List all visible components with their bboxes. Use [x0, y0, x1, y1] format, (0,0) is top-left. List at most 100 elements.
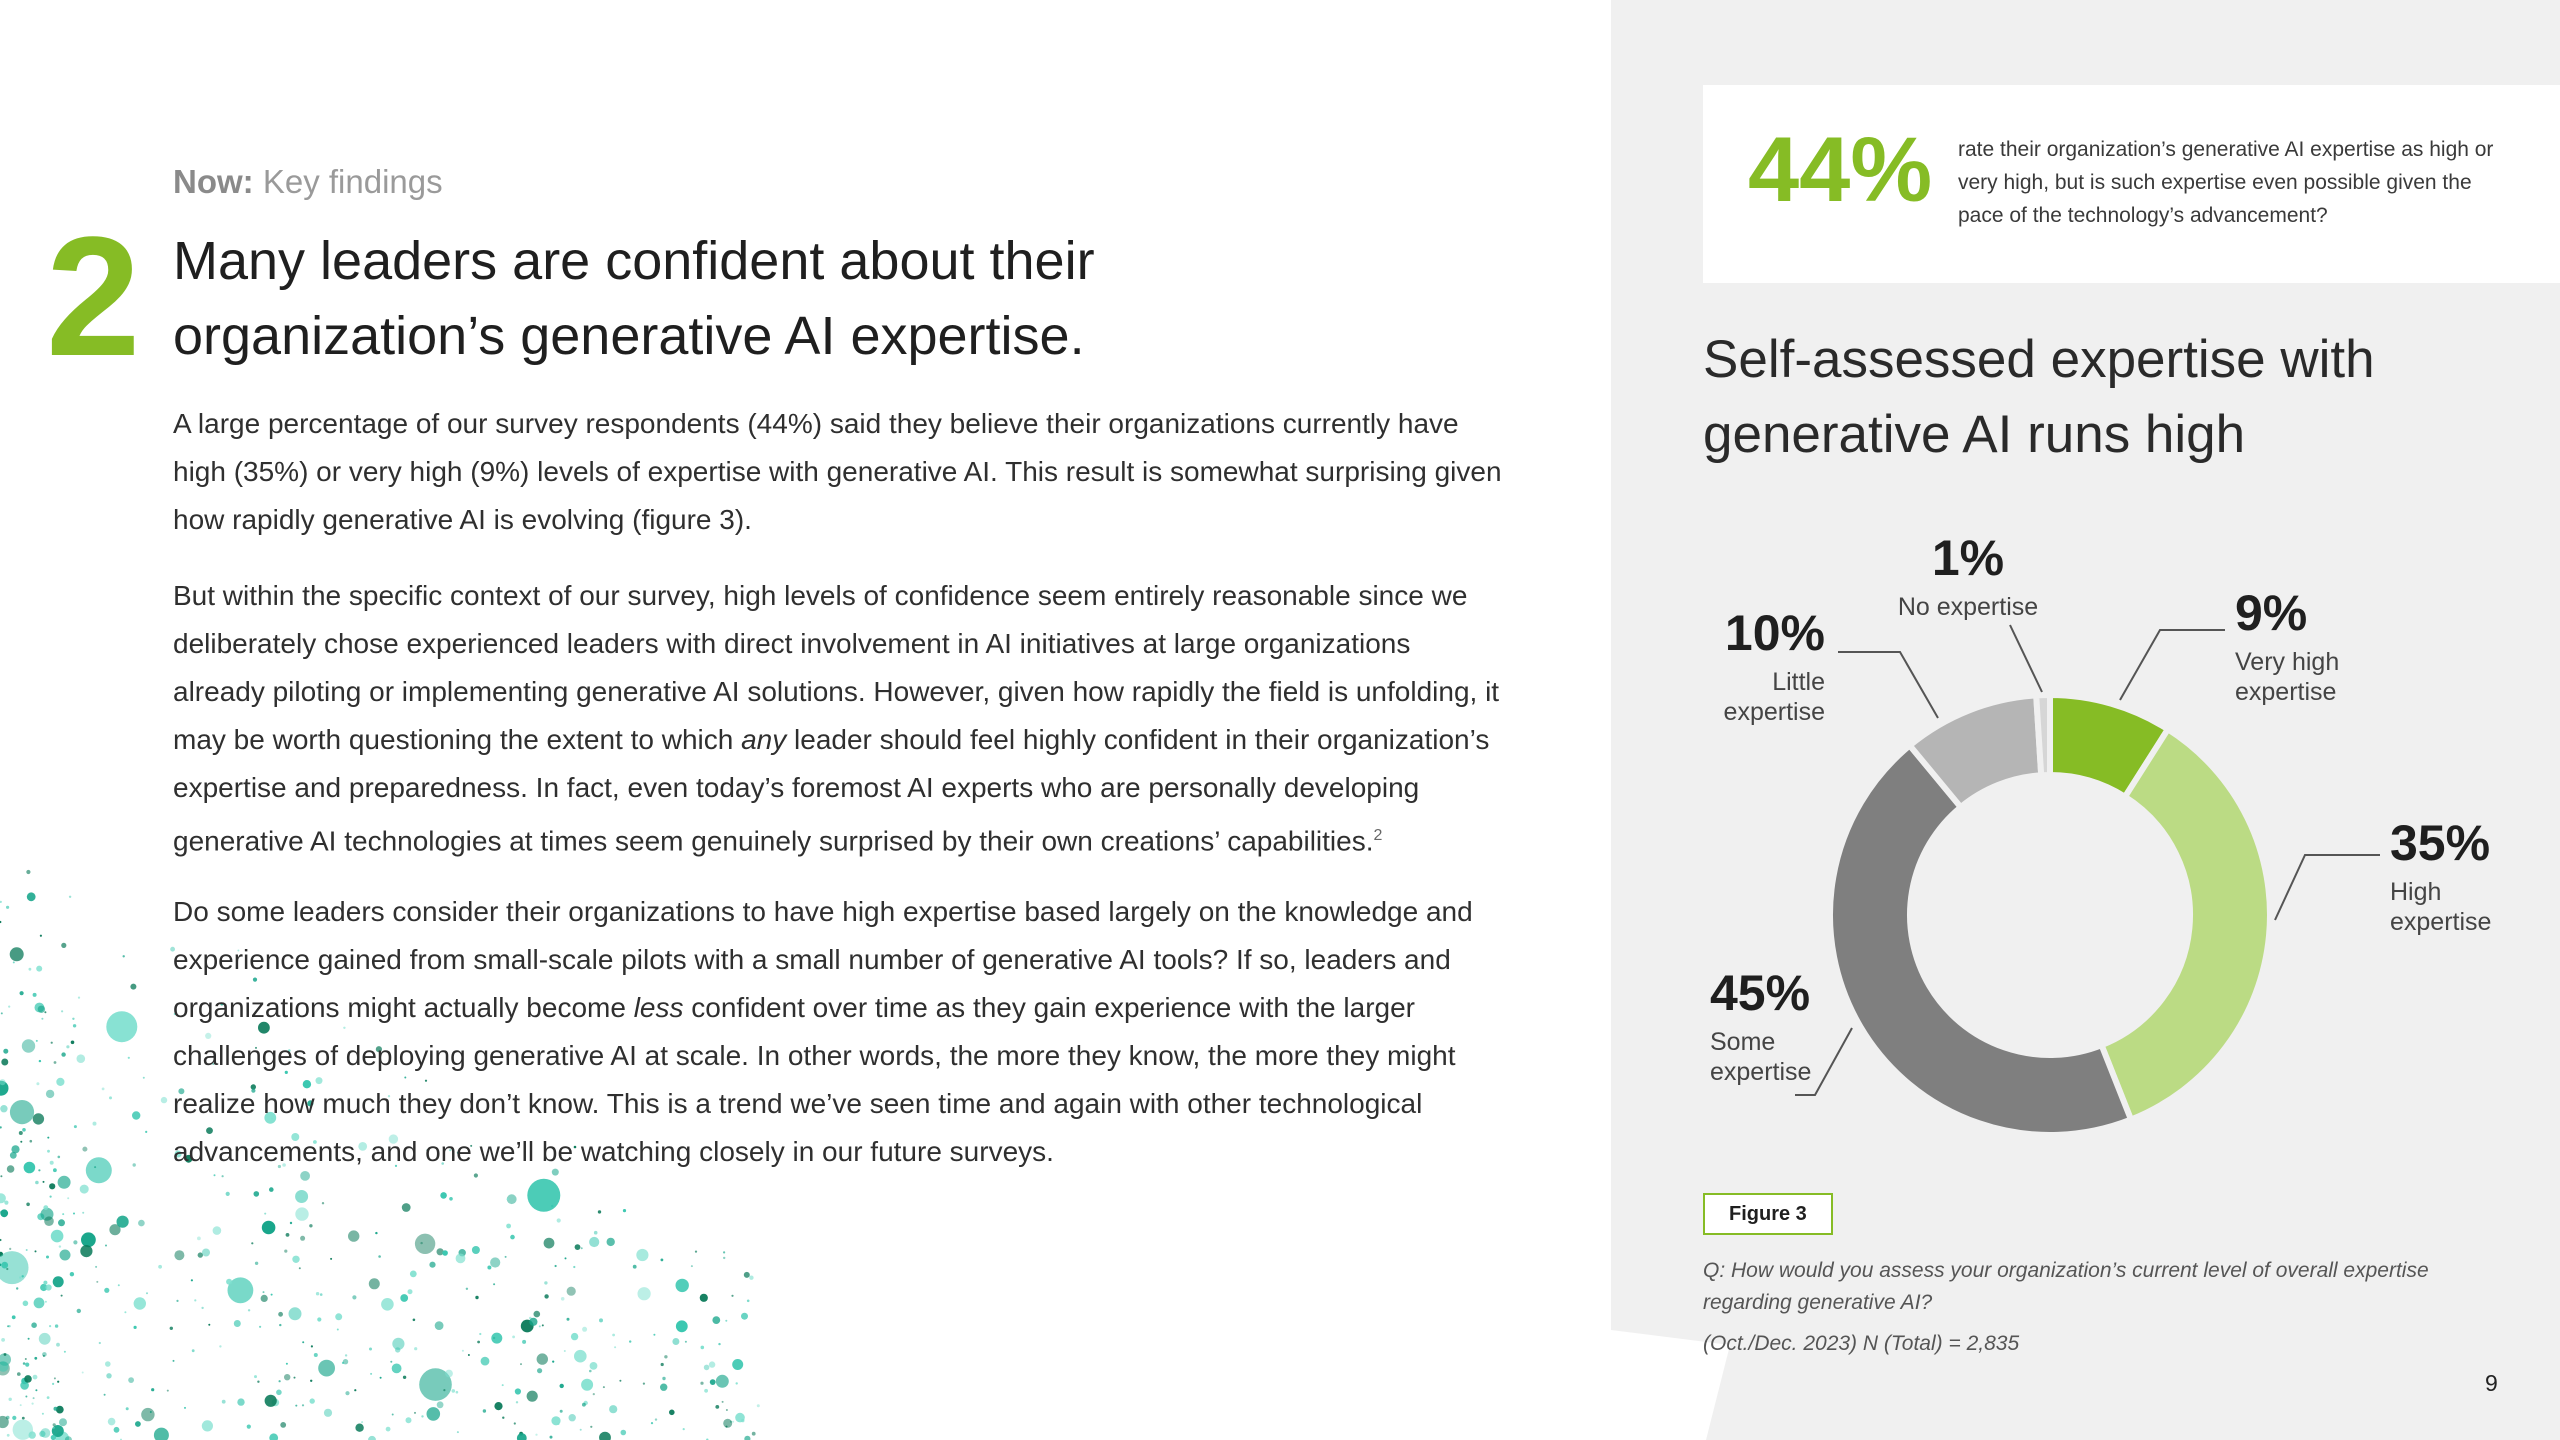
splash-dot	[284, 1374, 291, 1381]
splash-dot	[619, 1379, 622, 1382]
splash-dot	[11, 1145, 20, 1154]
splash-dot	[712, 1316, 721, 1324]
splash-dot	[520, 1363, 522, 1366]
category-label: expertise	[2390, 908, 2491, 936]
splash-dot	[94, 1166, 97, 1169]
splash-dot	[302, 1080, 312, 1089]
splash-dot	[354, 1389, 357, 1392]
splash-dot	[456, 1151, 459, 1154]
splash-dot	[251, 1088, 256, 1093]
splash-dot	[653, 1333, 656, 1336]
splash-dot	[315, 1077, 323, 1085]
splash-dot	[506, 1198, 509, 1201]
splash-dot	[0, 900, 2, 903]
splash-dot	[270, 1117, 273, 1120]
splash-dot	[96, 1280, 99, 1283]
splash-dot	[352, 1295, 357, 1300]
splash-dot	[516, 1433, 527, 1440]
body-paragraph-3: Do some leaders consider their organizat…	[173, 888, 1503, 1176]
splash-dot	[151, 1388, 155, 1392]
category-label: Very high	[2235, 648, 2339, 676]
splash-dot	[694, 1250, 698, 1253]
splash-dot	[0, 1415, 9, 1429]
splash-dot	[106, 1373, 112, 1379]
splash-dot	[526, 1390, 538, 1402]
paragraph-3-text: Do some leaders consider their organizat…	[173, 888, 1503, 1176]
splash-dot	[512, 1335, 515, 1339]
label-leader-line	[1795, 1027, 1853, 1096]
splash-dot	[642, 1382, 646, 1385]
value-label: 9%	[2235, 585, 2307, 641]
splash-dot	[606, 1237, 615, 1247]
splash-dot	[32, 1374, 38, 1380]
splash-dot	[708, 1361, 716, 1368]
splash-dot	[76, 1054, 86, 1063]
splash-dot	[622, 1209, 627, 1213]
splash-dot	[424, 1079, 428, 1082]
splash-dot	[504, 1255, 507, 1258]
splash-dot	[0, 1238, 2, 1242]
splash-dot	[201, 1306, 204, 1310]
body-paragraph-1: A large percentage of our survey respond…	[173, 400, 1503, 544]
splash-dot	[368, 1435, 376, 1440]
splash-dot	[650, 1422, 654, 1425]
splash-dot	[620, 1429, 627, 1436]
splash-dot	[482, 1409, 487, 1413]
category-label: expertise	[1724, 698, 1825, 726]
splash-dot	[513, 1422, 516, 1425]
page-headline: Many leaders are confident about their o…	[173, 231, 1095, 366]
splash-dot	[35, 1389, 38, 1392]
splash-dot	[138, 1219, 145, 1227]
footnote-ref[interactable]: 2	[1373, 827, 1383, 844]
splash-dot	[227, 1277, 254, 1304]
category-label: No expertise	[1898, 593, 2038, 621]
splash-dot	[471, 1246, 480, 1254]
splash-dot	[212, 1226, 222, 1235]
splash-dot	[370, 1372, 373, 1375]
splash-dot	[191, 1349, 195, 1353]
splash-dot	[746, 1299, 750, 1303]
splash-dot	[264, 1394, 277, 1407]
splash-dot	[323, 1408, 333, 1417]
splash-dot	[735, 1382, 738, 1385]
splash-dot	[414, 1233, 436, 1254]
splash-dot	[544, 1294, 549, 1299]
splash-dot	[599, 1318, 603, 1323]
splash-dot	[208, 1323, 211, 1326]
splash-dot	[451, 1389, 456, 1393]
splash-dot	[66, 1045, 70, 1049]
splash-dot	[289, 1221, 293, 1225]
splash-dot	[81, 1371, 84, 1374]
splash-dot	[0, 1251, 29, 1285]
splash-dot	[8, 1005, 11, 1008]
splash-dot	[355, 1423, 364, 1432]
splash-dot	[56, 1342, 60, 1347]
splash-dot	[599, 1431, 611, 1440]
splash-dot	[128, 1377, 135, 1383]
splash-dot	[269, 1433, 279, 1440]
splash-dot	[258, 1021, 270, 1034]
splash-dot	[336, 1328, 339, 1331]
splash-dot	[31, 1322, 37, 1328]
splash-dot	[190, 1279, 193, 1282]
splash-dot	[456, 1431, 459, 1434]
splash-dot	[292, 1255, 300, 1263]
splash-dot	[0, 1079, 6, 1086]
splash-dot	[257, 1380, 260, 1383]
splash-dot	[11, 1315, 16, 1320]
splash-dot	[368, 1278, 380, 1290]
splash-dot	[45, 1089, 55, 1099]
category-label: Some	[1710, 1028, 1775, 1056]
section-eyebrow: Now: Key findings	[173, 163, 443, 201]
splash-dot	[153, 1427, 169, 1440]
splash-dot	[574, 1349, 587, 1363]
splash-dot	[551, 1204, 554, 1208]
splash-dot	[295, 1207, 309, 1221]
splash-dot	[744, 1435, 751, 1440]
splash-dot	[554, 1264, 557, 1268]
splash-dot	[184, 1406, 186, 1409]
splash-dot	[59, 1418, 67, 1427]
splash-dot	[318, 1359, 335, 1377]
splash-dot	[38, 1332, 51, 1345]
